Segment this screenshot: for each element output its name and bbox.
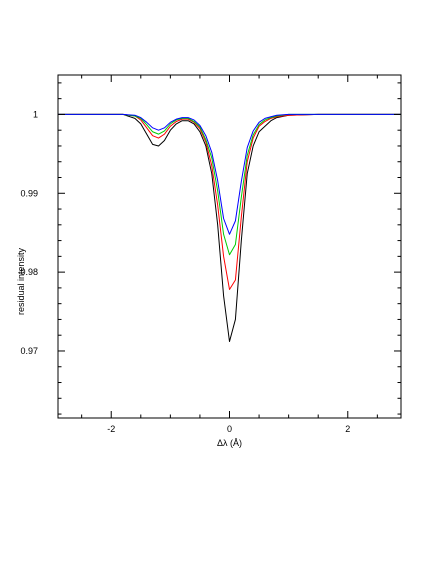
plot-frame bbox=[57, 74, 402, 419]
x-tick-label: 2 bbox=[345, 424, 350, 434]
y-tick-label: 0.97 bbox=[20, 346, 38, 356]
y-tick-label: 0.99 bbox=[20, 188, 38, 198]
series-line-3 bbox=[58, 113, 401, 256]
ticks-layer: -2 0 2 0.97 0.98 0.99 1 bbox=[20, 75, 401, 434]
y-tick-label: 0.98 bbox=[20, 267, 38, 277]
x-tick-label: 0 bbox=[227, 424, 232, 434]
series-line-4 bbox=[58, 113, 401, 235]
y-axis-title: residual intensity bbox=[16, 247, 26, 315]
y-tick-label: 1 bbox=[33, 109, 38, 119]
series-line-1 bbox=[58, 113, 401, 343]
series-line-2 bbox=[58, 113, 401, 290]
x-tick-label: -2 bbox=[107, 424, 115, 434]
series-layer bbox=[58, 113, 401, 343]
x-axis-title: Δλ (Å) bbox=[217, 438, 242, 448]
